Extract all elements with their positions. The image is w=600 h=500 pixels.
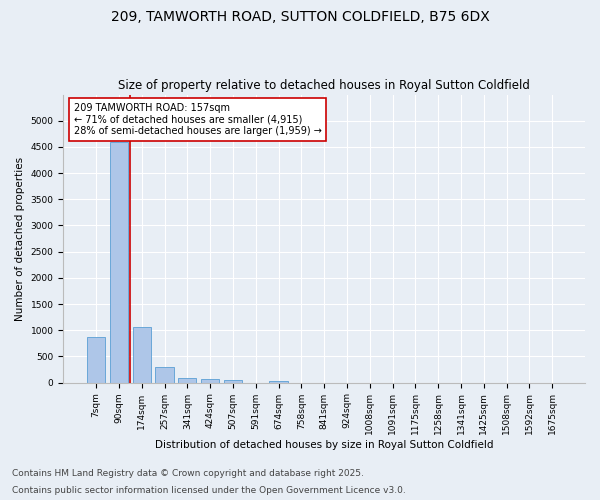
Bar bbox=[155, 368, 173, 382]
Bar bbox=[201, 380, 219, 382]
Title: Size of property relative to detached houses in Royal Sutton Coldfield: Size of property relative to detached ho… bbox=[118, 79, 530, 92]
X-axis label: Distribution of detached houses by size in Royal Sutton Coldfield: Distribution of detached houses by size … bbox=[155, 440, 493, 450]
Bar bbox=[178, 378, 196, 382]
Y-axis label: Number of detached properties: Number of detached properties bbox=[15, 156, 25, 320]
Bar bbox=[87, 337, 105, 382]
Text: Contains HM Land Registry data © Crown copyright and database right 2025.: Contains HM Land Registry data © Crown c… bbox=[12, 468, 364, 477]
Text: Contains public sector information licensed under the Open Government Licence v3: Contains public sector information licen… bbox=[12, 486, 406, 495]
Bar bbox=[110, 142, 128, 382]
Bar bbox=[224, 380, 242, 382]
Text: 209 TAMWORTH ROAD: 157sqm
← 71% of detached houses are smaller (4,915)
28% of se: 209 TAMWORTH ROAD: 157sqm ← 71% of detac… bbox=[74, 103, 322, 136]
Bar bbox=[269, 380, 287, 382]
Text: 209, TAMWORTH ROAD, SUTTON COLDFIELD, B75 6DX: 209, TAMWORTH ROAD, SUTTON COLDFIELD, B7… bbox=[110, 10, 490, 24]
Bar bbox=[133, 326, 151, 382]
